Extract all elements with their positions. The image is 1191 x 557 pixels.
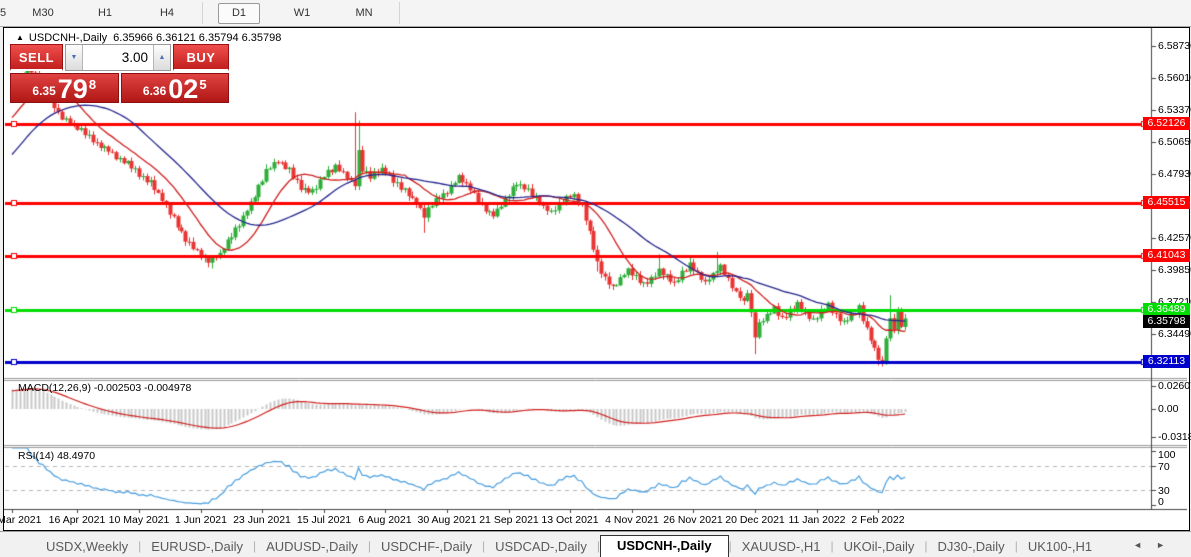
date-label: 26 Nov 2021 bbox=[663, 514, 723, 526]
date-label: 1 Jun 2021 bbox=[175, 514, 227, 526]
level-price-badge: 6.52126 bbox=[1143, 117, 1190, 130]
tab-separator: | bbox=[1014, 539, 1018, 553]
date-label: 6 Aug 2021 bbox=[358, 514, 412, 526]
chart-tab-usdcnh-daily[interactable]: USDCNH-,Daily bbox=[599, 535, 729, 557]
chart-tab-uk100-h1[interactable]: UK100-,H1 bbox=[1027, 539, 1093, 554]
date-label: 15 Jul 2021 bbox=[296, 514, 352, 526]
rsi-tick: 70 bbox=[1158, 461, 1170, 473]
buy-price-small: 6.36 bbox=[142, 84, 167, 98]
macd-label: MACD(12,26,9) -0.002503 -0.004978 bbox=[18, 382, 192, 394]
chart-title: ▲ USDCNH-,Daily 6.35966 6.36121 6.35794 6.… bbox=[16, 32, 281, 44]
chart-tab-eurusd-daily[interactable]: EURUSD-,Daily bbox=[151, 539, 243, 554]
timeframe-button-d1[interactable]: D1 bbox=[218, 2, 260, 24]
volume-decrease-button[interactable]: ▼ bbox=[66, 45, 83, 70]
tab-scroll-right-icon[interactable]: ► bbox=[1156, 540, 1179, 550]
tab-separator: | bbox=[830, 539, 834, 553]
date-label: 21 Sep 2021 bbox=[479, 514, 539, 526]
sell-price-small: 6.35 bbox=[32, 84, 56, 98]
macd-tick: 0.00 bbox=[1158, 403, 1179, 415]
price-tick: 6.56010 bbox=[1158, 72, 1191, 84]
tab-separator: | bbox=[924, 539, 928, 553]
buy-button[interactable]: BUY bbox=[173, 44, 229, 71]
price-tick: 6.42570 bbox=[1158, 232, 1191, 244]
timeframe-toolbar: 5 M30 H1 H4 D1 W1 MN bbox=[0, 0, 1191, 27]
chart-tab-ukoil-daily[interactable]: UKOil-,Daily bbox=[843, 539, 915, 554]
timeframe-button-mn[interactable]: MN bbox=[355, 7, 373, 19]
level-price-badge: 6.36489 bbox=[1143, 303, 1190, 316]
chart-tab-bar: USDX,Weekly | EURUSD-,Daily | AUDUSD-,Daily |… bbox=[0, 531, 1191, 557]
date-label: 20 Dec 2021 bbox=[725, 514, 785, 526]
timeframe-button-m30[interactable]: M30 bbox=[32, 7, 54, 19]
price-chart-canvas[interactable] bbox=[4, 28, 1187, 528]
level-price-badge: 6.32113 bbox=[1143, 355, 1190, 368]
date-label: 11 Jan 2022 bbox=[788, 514, 846, 526]
timeframe-button-h1[interactable]: H1 bbox=[97, 7, 113, 19]
price-tick: 6.39850 bbox=[1158, 264, 1191, 276]
macd-tick: -0.03187 bbox=[1158, 431, 1191, 443]
timeframe-button-w1[interactable]: W1 bbox=[293, 7, 311, 19]
trade-widget: SELL ▼ ▲ BUY 6.35 79 8 6.36 02 5 bbox=[10, 44, 229, 103]
volume-input[interactable] bbox=[83, 45, 153, 70]
date-label: 16 Apr 2021 bbox=[48, 514, 106, 526]
chart-tab-usdcad-daily[interactable]: USDCAD-,Daily bbox=[495, 539, 587, 554]
tab-separator: | bbox=[367, 539, 371, 553]
rsi-label: RSI(14) 48.4970 bbox=[18, 450, 96, 462]
buy-price-big: 02 bbox=[168, 74, 199, 104]
chart-tab-usdx-weekly[interactable]: USDX,Weekly bbox=[46, 539, 129, 554]
date-label: 30 Aug 2021 bbox=[417, 514, 477, 526]
level-price-badge: 6.41043 bbox=[1143, 249, 1190, 262]
volume-stepper: ▼ ▲ bbox=[65, 44, 171, 71]
rsi-tick: 100 bbox=[1158, 449, 1176, 461]
volume-increase-button[interactable]: ▲ bbox=[153, 45, 170, 70]
toolbar-separator bbox=[202, 2, 203, 24]
macd-values: -0.002503 -0.004978 bbox=[93, 382, 192, 394]
date-label: 4 Nov 2021 bbox=[605, 514, 659, 526]
chart-ohlc-values: 6.35966 6.36121 6.35794 6.35798 bbox=[113, 32, 282, 44]
sell-button[interactable]: SELL bbox=[10, 44, 63, 71]
tab-separator: | bbox=[728, 539, 732, 553]
chart-tab-xauusd-h1[interactable]: XAUUSD-,H1 bbox=[741, 539, 821, 554]
sell-price-sup: 8 bbox=[88, 77, 97, 92]
price-tick: 6.47930 bbox=[1158, 168, 1191, 180]
rsi-tick: 30 bbox=[1158, 485, 1170, 497]
chart-tab-usdchf-daily[interactable]: USDCHF-,Daily bbox=[380, 539, 472, 554]
toolbar-separator bbox=[399, 2, 400, 24]
sell-price[interactable]: 6.35 79 8 bbox=[10, 73, 119, 103]
tab-separator: | bbox=[481, 539, 486, 553]
buy-price[interactable]: 6.36 02 5 bbox=[120, 73, 229, 104]
price-tick: 6.58730 bbox=[1158, 40, 1191, 52]
date-label: 24 Mar 2021 bbox=[0, 514, 42, 526]
date-label: 10 May 2021 bbox=[108, 514, 170, 526]
rsi-value: 48.4970 bbox=[57, 450, 96, 462]
tab-separator: | bbox=[596, 539, 600, 553]
date-label: 2 Feb 2022 bbox=[851, 514, 905, 526]
sell-price-big: 79 bbox=[57, 74, 88, 104]
tab-separator: | bbox=[252, 539, 257, 553]
collapse-triangle-icon[interactable]: ▲ bbox=[16, 33, 24, 42]
date-label: 23 Jun 2021 bbox=[233, 514, 291, 526]
chart-tab-audusd-daily[interactable]: AUDUSD-,Daily bbox=[266, 539, 358, 554]
price-tick: 6.53370 bbox=[1158, 104, 1191, 116]
tab-scroll-left-icon[interactable]: ◄ bbox=[1133, 540, 1157, 550]
date-label: 13 Oct 2021 bbox=[541, 514, 599, 526]
tab-separator: | bbox=[138, 539, 142, 553]
macd-tick: 0.02607 bbox=[1158, 380, 1191, 392]
chart-symbol-period: USDCNH-,Daily bbox=[28, 32, 108, 44]
chart-tab-dj30-daily[interactable]: DJ30-,Daily bbox=[937, 539, 1005, 554]
price-tick: 6.50650 bbox=[1158, 136, 1191, 148]
buy-price-sup: 5 bbox=[199, 77, 207, 92]
chart-window: ▲ USDCNH-,Daily 6.35966 6.36121 6.35794 6.… bbox=[0, 27, 1191, 531]
timeframe-button-h4[interactable]: H4 bbox=[159, 7, 175, 19]
current-price-badge: 6.35798 bbox=[1143, 315, 1190, 328]
timeframe-button-5[interactable]: 5 bbox=[0, 7, 7, 19]
level-price-badge: 6.45515 bbox=[1143, 196, 1190, 209]
rsi-tick: 0 bbox=[1158, 496, 1164, 508]
